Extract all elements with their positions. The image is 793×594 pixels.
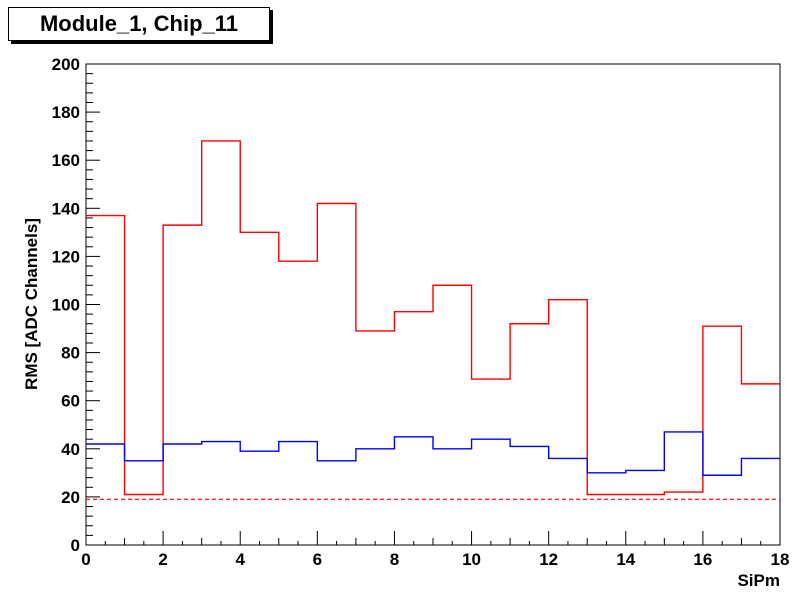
x-tick-label: 16 xyxy=(693,550,712,569)
y-axis-title: RMS [ADC Channels] xyxy=(22,218,41,390)
y-tick-label: 80 xyxy=(61,344,80,363)
y-tick-label: 180 xyxy=(52,103,80,122)
x-axis-title: SiPm xyxy=(737,571,780,590)
y-tick-label: 40 xyxy=(61,440,80,459)
y-tick-label: 200 xyxy=(52,55,80,74)
x-tick-label: 8 xyxy=(390,550,399,569)
x-tick-label: 4 xyxy=(235,550,245,569)
x-tick-label: 0 xyxy=(81,550,90,569)
x-tick-label: 18 xyxy=(771,550,790,569)
x-tick-label: 12 xyxy=(539,550,558,569)
x-tick-label: 2 xyxy=(158,550,167,569)
y-tick-label: 160 xyxy=(52,151,80,170)
series-0-step-line xyxy=(86,140,780,496)
y-tick-label: 100 xyxy=(52,296,80,315)
y-tick-label: 120 xyxy=(52,247,80,266)
y-tick-label: 140 xyxy=(52,199,80,218)
x-tick-label: 10 xyxy=(462,550,481,569)
x-tick-label: 6 xyxy=(313,550,322,569)
y-tick-label: 20 xyxy=(61,488,80,507)
y-tick-label: 60 xyxy=(61,392,80,411)
x-tick-label: 14 xyxy=(616,550,635,569)
chart-title: Module_1, Chip_11 xyxy=(8,7,270,41)
series-1-step-line xyxy=(86,431,780,476)
y-tick-label: 0 xyxy=(71,536,80,555)
